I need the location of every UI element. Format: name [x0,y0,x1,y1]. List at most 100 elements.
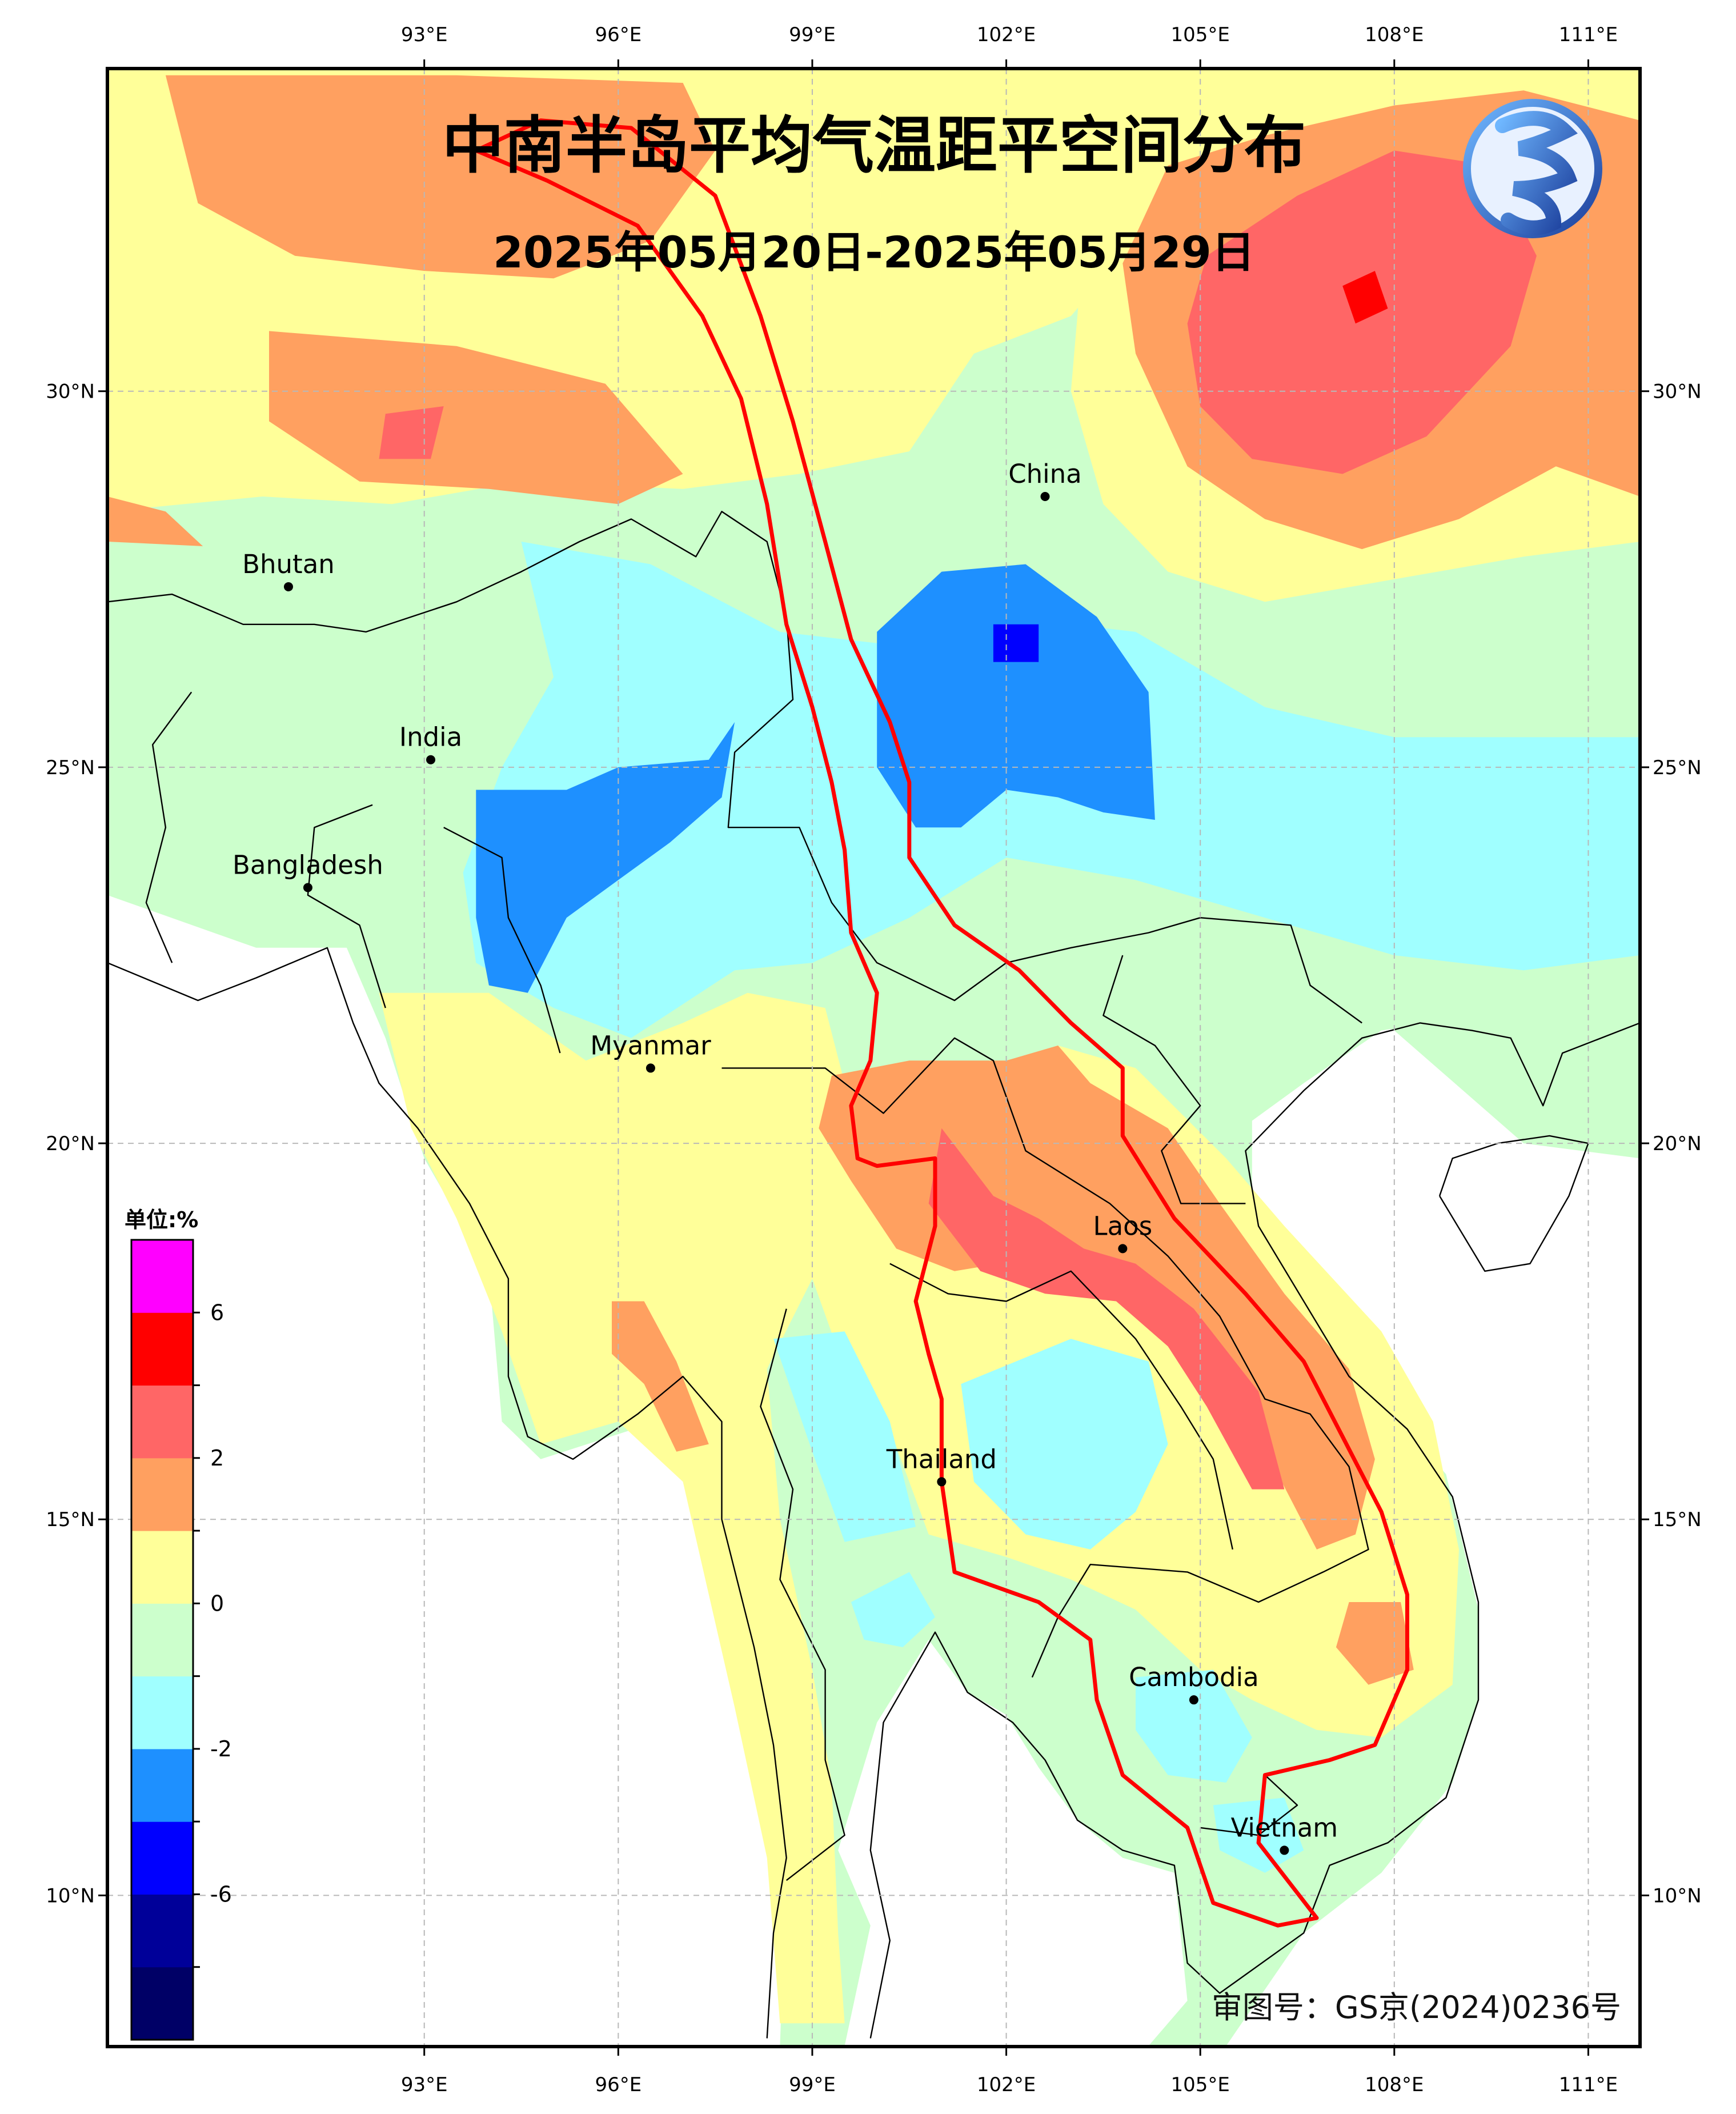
lon-tick-label-top: 93°E [401,23,448,46]
place-label: Laos [1093,1211,1153,1241]
map-approval-number: 审图号：GS京(2024)0236号 [1212,1989,1621,2025]
anomaly-region [269,331,683,505]
place-label: Thailand [886,1444,997,1474]
place-label: Bhutan [242,549,335,579]
anomaly-region [851,1572,935,1647]
place-marker [1280,1845,1289,1855]
color-legend: 单位:% 6 2 0 -2 -6 [125,1207,232,2041]
legend-swatch [131,1821,193,1895]
lat-tick-label-left: 10°N [46,1884,95,1907]
legend-tick-label: 6 [210,1300,224,1325]
place-labels: China Bhutan India Bangladesh Myanmar Laos Tha… [232,459,1338,1855]
anomaly-region [379,406,444,459]
anomaly-region [165,75,716,279]
legend-tick-label: 2 [210,1446,224,1471]
map-subtitle: 2025年05月20日-2025年05月29日 [493,227,1255,278]
map-title: 中南半岛平均气温距平空间分布 [442,110,1306,182]
place-label: China [1008,459,1082,489]
mekong-basin-outline [474,118,1409,1928]
place-marker [1118,1244,1128,1254]
legend-swatch [131,1967,193,2040]
lon-tick-label-bottom: 111°E [1559,2073,1618,2096]
legend-swatch [131,1531,193,1604]
legend-swatch [131,1385,193,1459]
lat-tick-label-right: 30°N [1653,381,1702,403]
lon-tick-label-top: 99°E [789,23,836,46]
border-line [1102,955,1246,1204]
anomaly-regions [107,69,1640,2046]
border-line [869,1022,1640,2039]
anomaly-region [612,1301,709,1452]
legend-unit: 单位:% [125,1207,198,1232]
anomaly-region [773,1331,916,1542]
lat-tick-label-right: 25°N [1653,756,1702,779]
anomaly-region [961,1339,1168,1550]
border-line [107,511,1362,1024]
anomaly-region [1136,1669,1252,1783]
border-line [889,1263,1233,1550]
lat-tick-label-right: 20°N [1653,1132,1702,1155]
lon-tick-label-bottom: 102°E [977,2073,1036,2096]
dragon-logo-icon [1463,99,1602,238]
lat-tick-label-left: 25°N [46,756,95,779]
place-marker [283,582,293,591]
basin-boundary [474,118,1409,1928]
anomaly-region [838,1639,1188,2046]
lat-tick-label-right: 15°N [1653,1508,1702,1531]
border-line [1200,1774,1298,1836]
place-label: Vietnam [1231,1812,1338,1843]
lon-tick-label-top: 105°E [1170,23,1229,46]
anomaly-region [993,624,1039,662]
place-marker [426,755,436,764]
anomaly-region [928,1128,1285,1490]
legend-frame [130,1239,194,2041]
border-line [443,827,561,1054]
legend-swatch [131,1603,193,1677]
border-line [721,1037,1369,1678]
border-line [145,691,193,963]
legend-swatch [131,1748,193,1822]
legend-swatch [131,1312,193,1386]
place-label: Myanmar [590,1030,711,1060]
lon-tick-label-bottom: 99°E [789,2073,836,2096]
lon-tick-label-top: 111°E [1559,23,1618,46]
country-borders [107,511,1640,2039]
border-line [307,804,386,1008]
legend-swatch [131,1894,193,1968]
border-line [107,947,787,2039]
lon-tick-label-bottom: 105°E [1170,2073,1229,2096]
place-marker [646,1063,655,1073]
legend-tick-label: 0 [210,1591,224,1616]
lon-tick-label-top: 102°E [977,23,1036,46]
lon-tick-label-top: 108°E [1365,23,1424,46]
anomaly-field [107,69,1640,2047]
border-line [760,1308,845,1881]
lon-tick-label-bottom: 108°E [1365,2073,1424,2096]
place-label: India [399,722,462,752]
graticule [107,69,1640,2047]
legend-swatch [131,1676,193,1749]
lon-tick-label-top: 96°E [595,23,642,46]
lon-tick-label-bottom: 96°E [595,2073,642,2096]
place-label: Bangladesh [232,850,383,880]
place-marker [1189,1695,1198,1705]
place-marker [937,1477,947,1487]
anomaly-region [877,564,1155,828]
lat-tick-label-right: 10°N [1653,1884,1702,1907]
legend-swatch [131,1240,193,1313]
place-marker [1040,492,1050,502]
legend-tick-label: -2 [210,1736,232,1761]
map-frame [106,67,1642,2048]
legend-swatch [131,1458,193,1531]
place-label: Cambodia [1129,1662,1259,1692]
anomaly-region [1342,271,1388,324]
lat-tick-label-left: 20°N [46,1132,95,1155]
place-marker [303,883,312,892]
anomaly-region [476,722,735,993]
lat-tick-label-left: 30°N [46,381,95,403]
axis-ticks: 93°E 93°E 96°E 96°E 99°E 99°E 102°E 102°E 105°E 1… [46,23,1701,2096]
lon-tick-label-bottom: 93°E [401,2073,448,2096]
legend-tick-label: -6 [210,1881,232,1907]
anomaly-region [107,895,787,2046]
lat-tick-label-left: 15°N [46,1508,95,1531]
